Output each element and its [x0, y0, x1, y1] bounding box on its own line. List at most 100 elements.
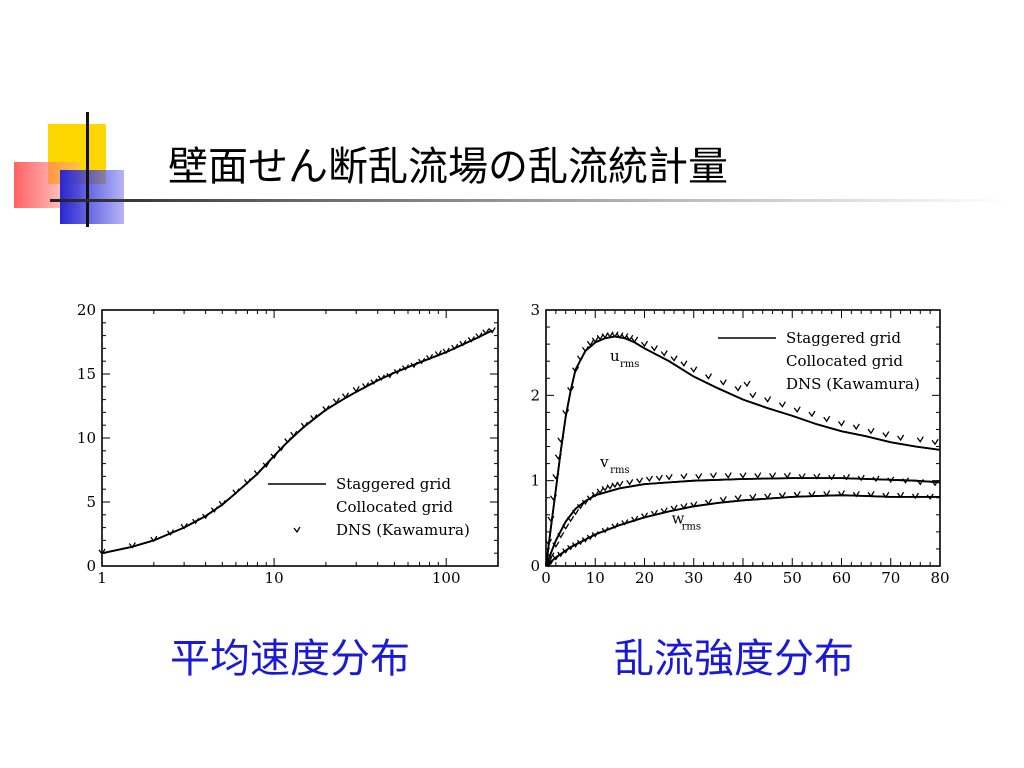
dns-marker — [778, 401, 786, 408]
decor-vertical-line — [86, 112, 89, 227]
dns-marker — [670, 355, 678, 362]
x-tick-label: 10 — [586, 569, 605, 587]
dns-marker — [482, 328, 490, 335]
dns-marker — [596, 487, 604, 495]
dns-marker — [931, 479, 939, 487]
dns-marker — [341, 392, 350, 399]
y-tick-label: 0 — [530, 557, 540, 575]
dns-marker — [581, 536, 589, 543]
dns-marker — [418, 357, 426, 365]
dns-marker — [567, 543, 575, 551]
dns-marker — [621, 519, 629, 526]
dns-marker — [626, 334, 634, 342]
dns-marker — [842, 473, 850, 481]
dns-marker — [401, 364, 410, 371]
annotation-base: u — [610, 347, 620, 365]
legend-entry: Collocated grid — [786, 352, 903, 370]
dns-marker — [591, 531, 599, 538]
dns-marker — [808, 490, 816, 498]
dns-marker — [926, 493, 934, 501]
dns-marker — [670, 504, 678, 512]
dns-marker — [150, 535, 158, 543]
dns-marker — [709, 472, 718, 479]
dns-marker — [872, 475, 880, 483]
dns-marker — [393, 368, 401, 375]
dns-marker — [547, 558, 555, 565]
dns-marker — [823, 415, 831, 423]
x-tick-label: 100 — [432, 569, 461, 587]
series-line — [101, 329, 493, 555]
dns-marker — [626, 479, 634, 486]
legend-entry: Staggered grid — [336, 475, 451, 493]
legend-marker-sample — [743, 380, 751, 388]
dns-marker — [544, 557, 553, 565]
dns-marker — [210, 506, 218, 513]
dns-marker — [882, 491, 890, 499]
dns-marker — [650, 345, 658, 352]
dns-marker — [586, 339, 594, 347]
dns-marker — [586, 494, 594, 501]
dns-marker — [562, 547, 570, 554]
dns-marker — [769, 472, 777, 479]
dns-marker — [547, 552, 555, 559]
y-tick-label: 0 — [86, 557, 96, 575]
dns-marker — [202, 512, 210, 520]
x-tick-label: 30 — [684, 569, 703, 587]
dns-marker — [916, 436, 924, 443]
legend-entry: Staggered grid — [786, 329, 901, 347]
dns-marker — [218, 499, 226, 507]
dns-marker — [680, 502, 688, 510]
dns-marker — [719, 379, 727, 386]
dns-marker — [616, 480, 624, 488]
dns-marker — [284, 437, 292, 444]
annotation-sub: rms — [610, 465, 629, 476]
dns-marker — [180, 522, 188, 530]
x-tick-label: 50 — [783, 569, 802, 587]
dns-marker — [660, 507, 668, 514]
dns-marker — [552, 554, 560, 561]
dns-marker — [576, 354, 585, 361]
y-tick-label: 15 — [77, 365, 96, 383]
dns-marker — [591, 336, 599, 344]
dns-marker — [581, 498, 589, 506]
dns-marker — [377, 374, 385, 382]
x-tick-label: 60 — [832, 569, 851, 587]
legend-entry: DNS (Kawamura) — [786, 375, 920, 393]
dns-marker — [867, 490, 875, 498]
dns-marker — [749, 493, 757, 501]
mean-velocity-chart: 1 10 100 0 5 10 15 20 Staggered grid Collocated g… — [77, 301, 499, 587]
dns-marker — [576, 538, 585, 546]
dns-marker — [310, 414, 318, 421]
dns-marker — [277, 444, 285, 452]
dns-marker — [549, 494, 557, 501]
dns-marker — [739, 472, 747, 479]
dns-marker — [764, 492, 772, 500]
x-tick-label: 1 — [97, 569, 107, 587]
dns-marker — [719, 496, 727, 503]
dns-marker — [442, 347, 450, 355]
dns-marker — [232, 488, 240, 495]
dns-marker — [636, 477, 644, 484]
dns-marker — [695, 473, 703, 480]
dns-marker — [544, 538, 553, 546]
dns-marker — [488, 327, 496, 334]
dns-marker — [645, 475, 653, 483]
dns-marker — [370, 378, 378, 385]
title-underline — [50, 199, 1010, 202]
dns-marker — [410, 361, 418, 369]
dns-marker — [882, 431, 890, 438]
dns-marker — [166, 529, 175, 536]
dns-marker — [567, 515, 575, 523]
dns-marker — [611, 481, 619, 489]
dns-marker — [631, 515, 639, 523]
dns-marker — [778, 491, 786, 499]
annotation-sub: rms — [620, 359, 639, 370]
decor-blue-square — [60, 170, 124, 224]
dns-marker — [852, 490, 860, 498]
dns-marker — [362, 382, 370, 389]
caption-turbulence-intensity: 乱流強度分布 — [614, 636, 854, 682]
dns-marker — [243, 478, 251, 485]
dns-marker — [128, 542, 136, 549]
x-tick-label: 40 — [733, 569, 752, 587]
dns-marker — [705, 498, 713, 506]
